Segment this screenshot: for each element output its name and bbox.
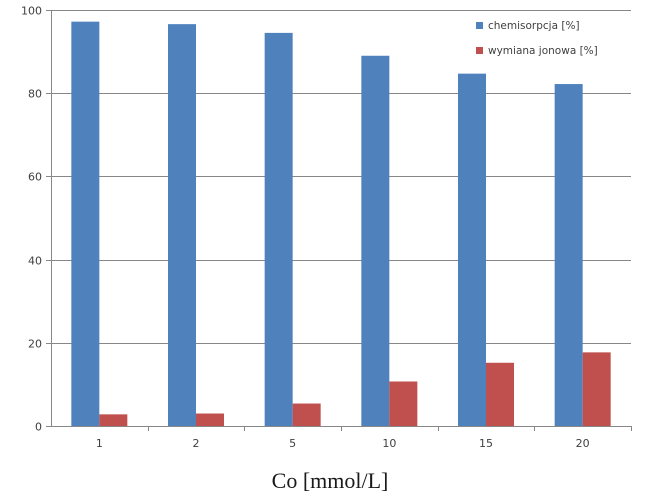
y-tick-label: 20 <box>28 338 42 351</box>
bar-chemisorpcja <box>71 21 100 426</box>
gridlines <box>51 10 631 344</box>
legend-swatch <box>476 47 483 54</box>
bars <box>71 21 611 426</box>
bar-chemisorpcja <box>554 84 583 426</box>
legend-label: chemisorpcja [%] <box>488 20 580 32</box>
x-tick-label: 5 <box>289 437 296 450</box>
bar-wymiana-jonowa <box>389 381 418 426</box>
bar-wymiana-jonowa <box>486 362 514 426</box>
x-tick-label: 2 <box>193 437 200 450</box>
bar-wymiana-jonowa <box>582 352 611 426</box>
bar-chemisorpcja <box>458 73 486 426</box>
bar-chemisorpcja <box>168 24 196 426</box>
legend: chemisorpcja [%] wymiana jonowa [%] <box>476 20 598 57</box>
legend-label: wymiana jonowa [%] <box>488 45 598 57</box>
bar-chemisorpcja <box>361 55 390 426</box>
legend-swatch <box>476 22 483 29</box>
x-axis-title: Co [mmol/L] <box>272 468 389 493</box>
x-tick-label: 1 <box>96 437 103 450</box>
x-tick-label: 10 <box>382 437 396 450</box>
x-tick-label: 20 <box>576 437 590 450</box>
bar-wymiana-jonowa <box>99 414 128 426</box>
bar-chemisorpcja <box>264 32 293 426</box>
bar-wymiana-jonowa <box>292 403 321 426</box>
y-tick-label: 100 <box>21 5 42 18</box>
y-tick-label: 80 <box>28 88 42 101</box>
y-tick-label: 40 <box>28 255 42 268</box>
y-tick-label: 60 <box>28 171 42 184</box>
axes: 0 20 40 60 80 100 1 2 5 10 15 20 <box>21 5 632 450</box>
x-tick-label: 15 <box>479 437 493 450</box>
bar-wymiana-jonowa <box>196 413 224 426</box>
y-tick-label: 0 <box>35 421 42 434</box>
